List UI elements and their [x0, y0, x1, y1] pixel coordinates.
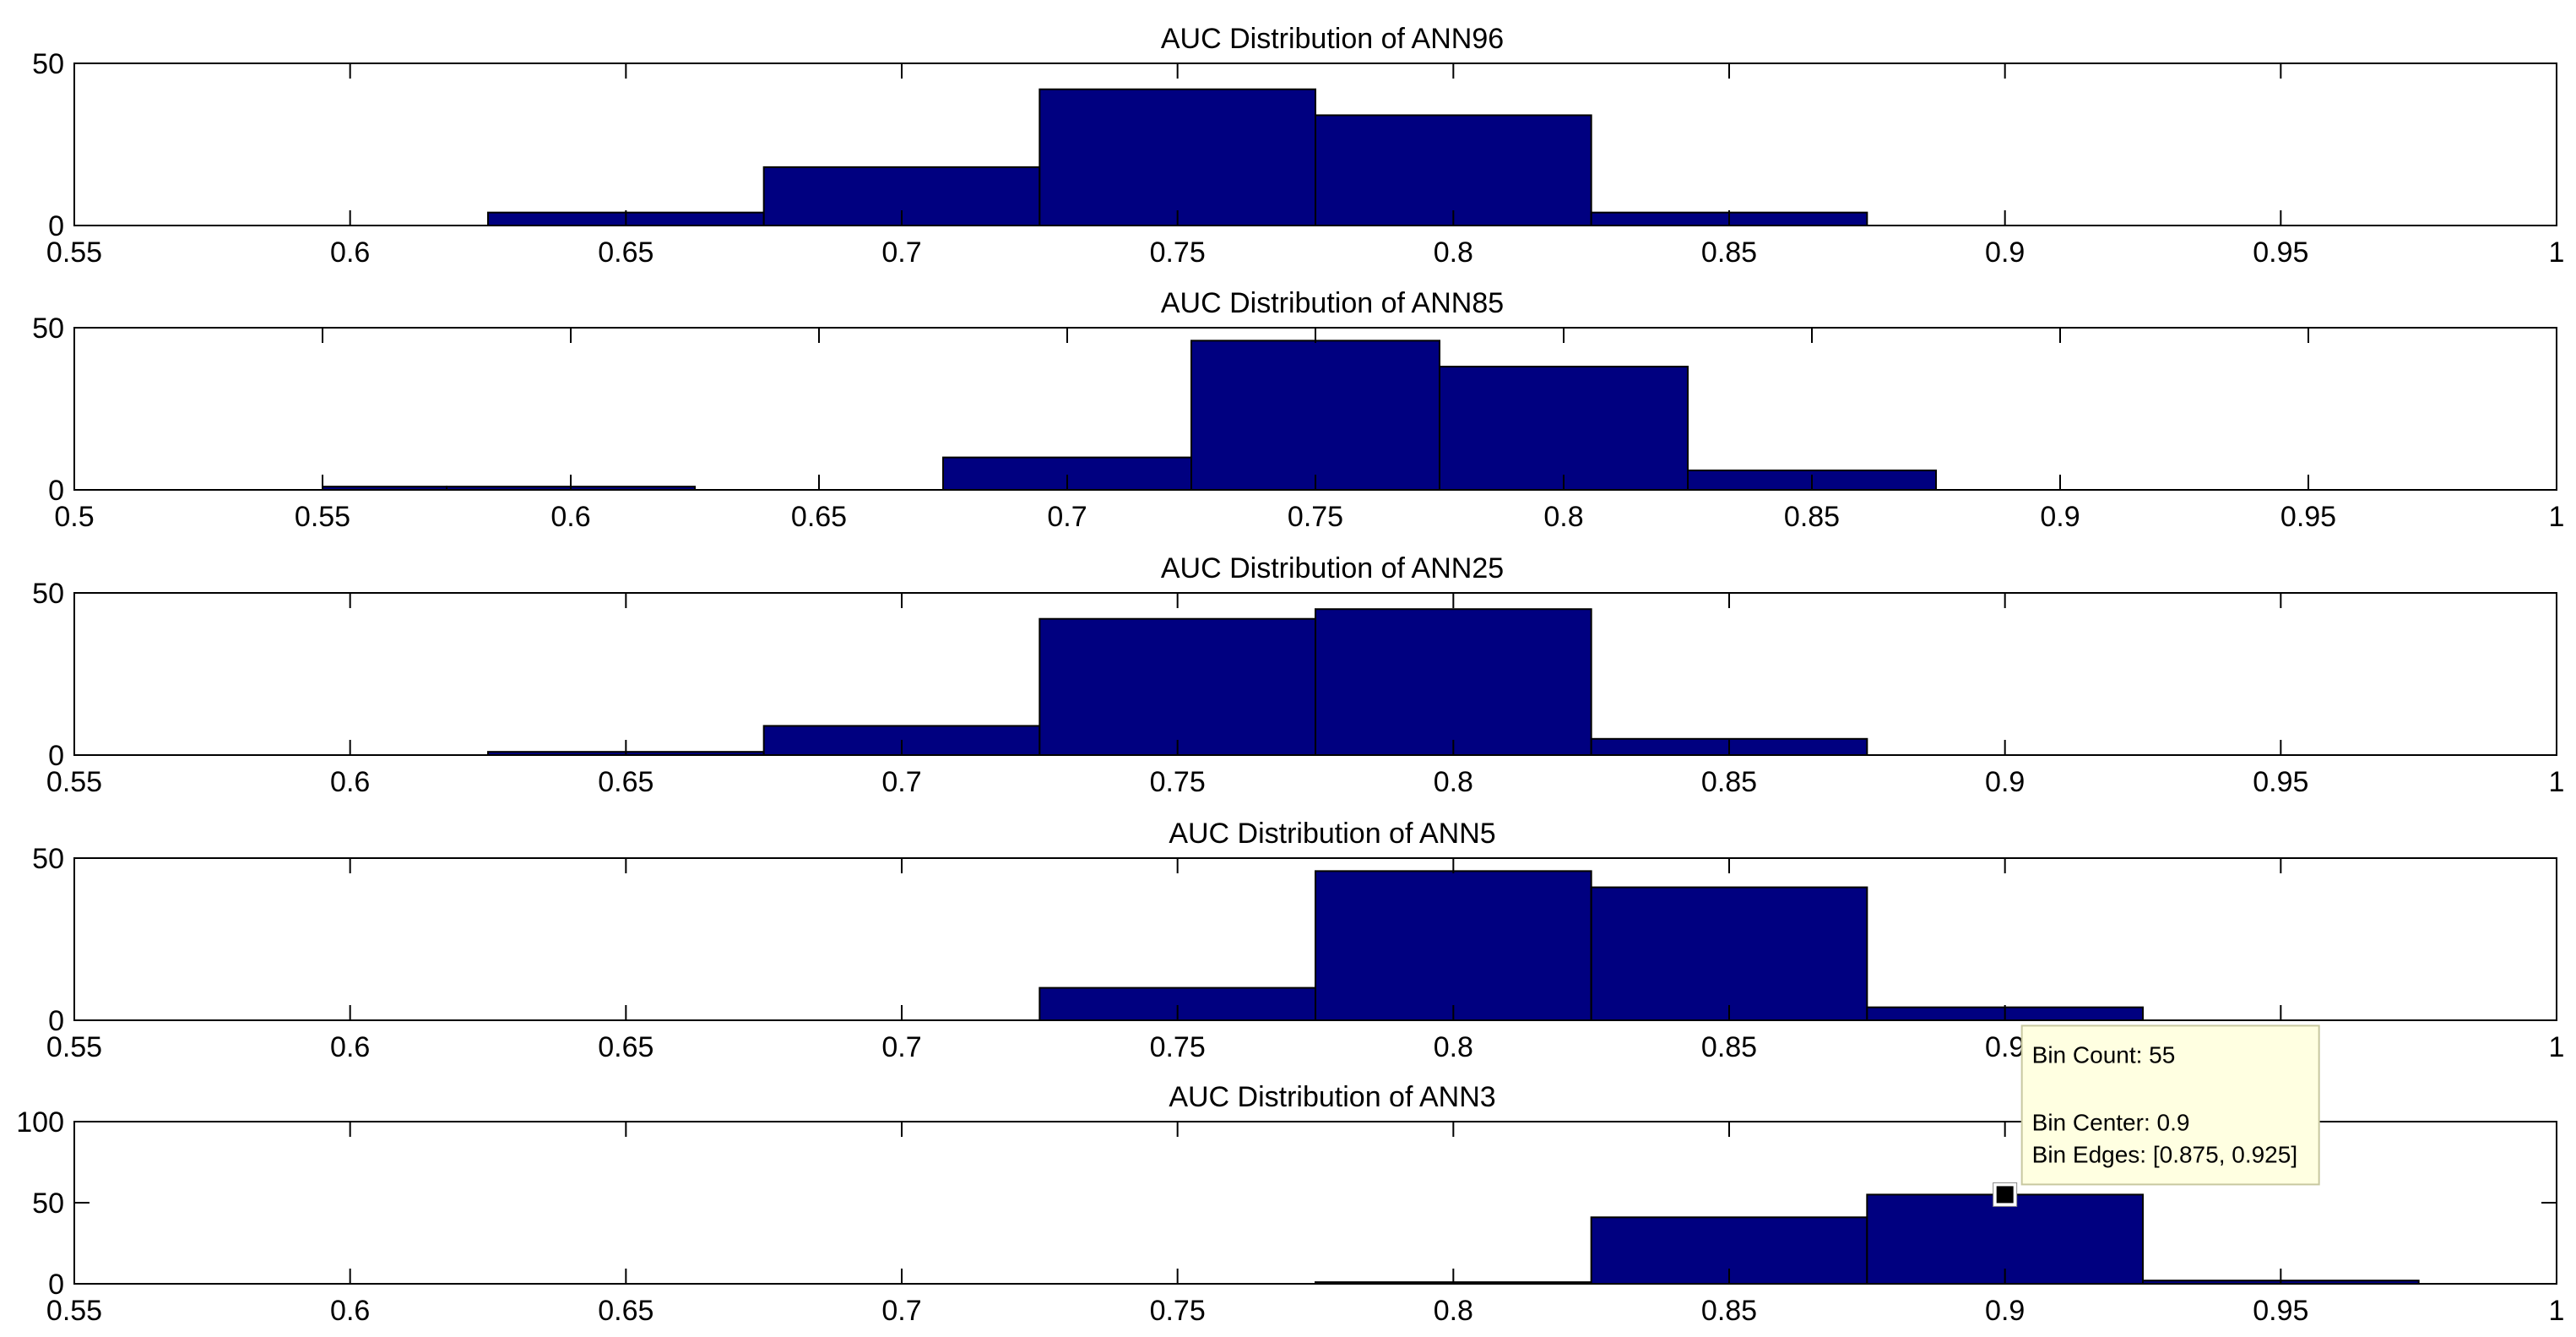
x-tick-label: 0.75: [1150, 1031, 1206, 1063]
x-tick-label: 0.75: [1150, 766, 1206, 798]
subplot-3: 0.55 0.6 0.65 0.7 0.75 0.8 0.85 0.9 0.95 1 0 50 AUC …: [32, 552, 2564, 798]
subplot-5: 0.55 0.6 0.65 0.7 0.75 0.8 0.85 0.9 0.95 1 0 50 100 A…: [16, 1081, 2564, 1327]
x-tick-label: 0.9: [1985, 236, 2025, 269]
x-tick-label: 0.85: [1701, 1295, 1757, 1327]
x-tick-label: 0.85: [1701, 236, 1757, 269]
x-tick-label: 0.75: [1150, 1295, 1206, 1327]
subplot-4: 0.550.60.650.70.750.80.850.90.951050AUC …: [32, 818, 2564, 1063]
histogram-bar[interactable]: [1039, 88, 1317, 226]
x-tick-label: 0.8: [1434, 1295, 1473, 1327]
x-tick-label: 1: [2549, 1295, 2565, 1327]
x-tick-label: 0.6: [330, 236, 370, 269]
axes-box: [73, 857, 2557, 1021]
x-tick-label: 0.55: [46, 1295, 102, 1327]
y-tick-label: 0: [48, 475, 64, 507]
chart-title: AUC Distribution of ANN25: [1161, 552, 1504, 584]
datatip-marker[interactable]: [1996, 1186, 2014, 1204]
subplots: 0.55 0.6 0.65 0.7 0.75 0.8 0.85 0.9 0.95 1 0 50 AUC …: [16, 23, 2564, 1327]
histogram-bar[interactable]: [1190, 340, 1440, 491]
y-tick-label: 50: [32, 1188, 64, 1220]
chart-title: AUC Distribution of ANN5: [1169, 818, 1495, 850]
x-tick-label: 0.6: [550, 501, 590, 533]
subplot-2: 0.5 0.55 0.6 0.65 0.7 0.75 0.8 0.85 0.9 0.95 1 0 50 A…: [32, 287, 2564, 533]
y-tick-label: 50: [32, 843, 64, 875]
axes-box: [73, 63, 2557, 226]
chart-title: AUC Distribution of ANN3: [1169, 1081, 1495, 1113]
y-tick-label: 50: [32, 48, 64, 80]
x-tick-label: 0.8: [1434, 766, 1473, 798]
x-tick-label: 0.55: [46, 1031, 102, 1063]
x-tick-label: 1: [2549, 501, 2565, 533]
x-tick-label: 0.65: [598, 1031, 653, 1063]
x-tick-label: 0.7: [1047, 501, 1087, 533]
x-tick-label: 0.85: [1701, 1031, 1757, 1063]
histogram-bar[interactable]: [1590, 886, 1868, 1022]
x-tick-label: 0.95: [2253, 766, 2308, 798]
x-tick-label: 0.55: [46, 236, 102, 269]
x-tick-label: 0.6: [330, 1031, 370, 1063]
y-tick-label: 0: [48, 210, 64, 242]
x-tick-label: 0.7: [881, 236, 921, 269]
x-tick-label: 0.6: [330, 1295, 370, 1327]
histogram-bar[interactable]: [1039, 617, 1317, 756]
datatip-line: Bin Center: 0.9: [2032, 1109, 2190, 1135]
x-tick-label: 0.9: [2040, 501, 2080, 533]
x-tick-label: 0.8: [1434, 1031, 1473, 1063]
x-tick-label: 0.95: [2253, 1295, 2308, 1327]
histogram-bar[interactable]: [1315, 870, 1592, 1021]
y-tick-label: 50: [32, 578, 64, 610]
y-tick-label: 100: [16, 1106, 64, 1139]
x-tick-label: 0.95: [2253, 236, 2308, 269]
histogram-bar[interactable]: [1439, 366, 1689, 491]
x-tick-label: 0.8: [1543, 501, 1583, 533]
x-tick-label: 0.9: [1985, 1295, 2025, 1327]
x-tick-label: 0.9: [1985, 1031, 2025, 1063]
x-tick-label: 0.7: [881, 766, 921, 798]
y-tick-label: 0: [48, 1005, 64, 1037]
datatip-line: Bin Count: 55: [2032, 1041, 2176, 1068]
axes-box: [73, 592, 2557, 756]
x-tick-label: 0.55: [46, 766, 102, 798]
datatip-box: [2020, 1024, 2320, 1186]
x-tick-label: 0.85: [1784, 501, 1840, 533]
x-tick-label: 0.6: [330, 766, 370, 798]
y-tick-label: 0: [48, 740, 64, 772]
x-tick-label: 0.75: [1288, 501, 1343, 533]
datatip-line: Bin Edges: [0.875, 0.925]: [2032, 1141, 2297, 1167]
x-tick-label: 0.9: [1985, 766, 2025, 798]
x-tick-label: 1: [2549, 236, 2565, 269]
x-tick-label: 0.95: [2280, 501, 2336, 533]
histogram-bar[interactable]: [1315, 608, 1592, 757]
y-tick-label: 0: [48, 1269, 64, 1301]
subplot-1: 0.55 0.6 0.65 0.7 0.75 0.8 0.85 0.9 0.95 1 0 50 AUC …: [32, 23, 2564, 269]
x-tick-label: 0.65: [791, 501, 847, 533]
x-tick-label: 0.75: [1150, 236, 1206, 269]
datatip-layer: Bin Count: 55 Bin Center: 0.9 Bin Edges: […: [1993, 1024, 2320, 1207]
y-tick-label: 50: [32, 313, 64, 345]
x-tick-label: 0.8: [1434, 236, 1473, 269]
x-tick-label: 0.7: [881, 1031, 921, 1063]
x-tick-label: 0.65: [598, 766, 653, 798]
datatip[interactable]: Bin Count: 55 Bin Center: 0.9 Bin Edges: […: [1993, 1024, 2320, 1207]
x-tick-label: 0.85: [1701, 766, 1757, 798]
chart-title: AUC Distribution of ANN85: [1161, 287, 1504, 319]
x-tick-label: 0.7: [881, 1295, 921, 1327]
chart-title: AUC Distribution of ANN96: [1161, 23, 1504, 55]
x-tick-label: 1: [2549, 1031, 2565, 1063]
x-tick-label: 0.5: [54, 501, 94, 533]
histogram-bar[interactable]: [1315, 114, 1592, 226]
x-tick-label: 0.65: [598, 236, 653, 269]
x-tick-label: 0.65: [598, 1295, 653, 1327]
x-tick-label: 1: [2549, 766, 2565, 798]
x-tick-label: 0.55: [295, 501, 350, 533]
